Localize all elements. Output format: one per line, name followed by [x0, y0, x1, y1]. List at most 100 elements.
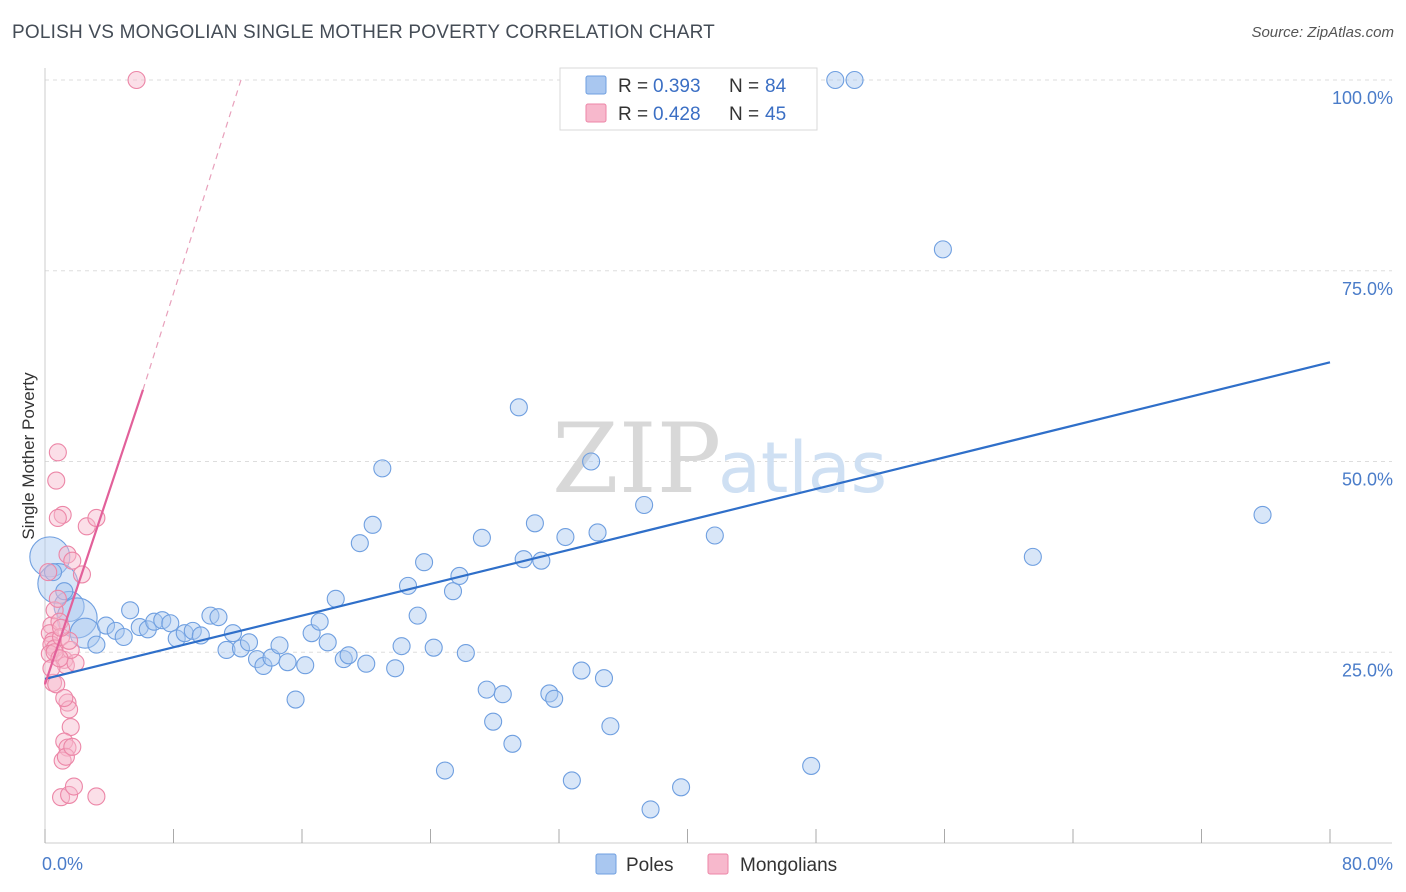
- legend-n-value: 84: [765, 76, 787, 97]
- legend-n-label: N =: [729, 104, 759, 125]
- grid-layer: [45, 79, 1392, 653]
- watermark: ZIP atlas: [552, 403, 887, 515]
- point-poles: [318, 633, 337, 652]
- point-poles: [373, 459, 392, 478]
- point-poles: [350, 534, 369, 553]
- point-poles: [509, 398, 528, 417]
- legend-label-poles: Poles: [626, 855, 674, 876]
- watermark-zip: ZIP: [552, 403, 721, 515]
- point-poles: [705, 526, 724, 545]
- trend-layer: [43, 79, 1331, 685]
- y-tick-label: 100.0%: [1332, 88, 1393, 108]
- legend-r-value: 0.428: [653, 104, 701, 125]
- point-poles: [641, 800, 660, 819]
- point-mongolians: [63, 737, 82, 756]
- point-poles: [138, 620, 157, 639]
- point-mongolians: [58, 545, 77, 564]
- point-mongolians: [127, 70, 146, 90]
- y-axis-title: Single Mother Poverty: [19, 372, 38, 540]
- legend-swatch-mongolians: [585, 103, 607, 123]
- watermark-atlas: atlas: [718, 427, 887, 509]
- point-poles: [503, 734, 522, 753]
- point-mongolians: [64, 777, 83, 796]
- point-poles: [933, 240, 952, 259]
- point-poles: [556, 527, 575, 547]
- point-poles: [456, 643, 475, 663]
- point-poles: [477, 680, 496, 699]
- legend-top: R = 0.393 N = 84 R = 0.428 N = 45: [559, 67, 818, 131]
- point-poles: [121, 601, 140, 620]
- point-poles: [357, 654, 376, 673]
- legend-label-mongolians: Mongolians: [740, 855, 837, 876]
- point-poles: [435, 761, 455, 780]
- point-poles: [278, 653, 297, 672]
- point-poles: [472, 528, 491, 547]
- point-mongolians: [87, 787, 106, 806]
- point-poles: [1023, 547, 1042, 566]
- point-poles: [286, 690, 305, 709]
- chart-source: Source: ZipAtlas.com: [1251, 24, 1394, 41]
- point-poles: [310, 612, 329, 631]
- point-mongolians: [60, 785, 79, 804]
- point-poles: [672, 778, 691, 797]
- point-mongolians: [56, 747, 75, 766]
- point-poles: [363, 515, 382, 534]
- legend-r-label: R =: [618, 76, 648, 97]
- point-mongolians: [60, 700, 79, 719]
- point-mongolians: [55, 688, 74, 708]
- point-poles: [96, 616, 116, 635]
- x-tick-label: 80.0%: [1342, 854, 1393, 874]
- axis-layer: 25.0% 50.0% 75.0% 100.0% 0.0% 80.0%: [42, 68, 1393, 874]
- point-poles: [43, 563, 63, 582]
- point-mongolians: [39, 563, 58, 582]
- point-poles: [588, 523, 607, 542]
- point-poles: [826, 70, 845, 90]
- point-poles: [802, 756, 821, 775]
- legend-bottom: Poles Mongolians: [595, 853, 837, 876]
- point-poles: [443, 582, 463, 601]
- point-mongolians: [48, 589, 67, 608]
- point-poles: [572, 661, 591, 680]
- point-poles: [545, 689, 564, 708]
- point-poles: [161, 614, 180, 633]
- y-tick-label: 75.0%: [1342, 279, 1393, 299]
- point-poles: [296, 656, 315, 675]
- point-poles: [217, 640, 236, 660]
- point-poles: [525, 514, 544, 533]
- x-tick-label: 0.0%: [42, 854, 83, 874]
- point-poles: [601, 717, 620, 736]
- point-poles: [562, 771, 581, 790]
- point-poles: [635, 495, 654, 515]
- point-mongolians: [63, 551, 82, 570]
- point-poles: [392, 637, 411, 656]
- point-poles: [408, 606, 427, 625]
- point-poles: [415, 553, 434, 572]
- point-poles: [239, 633, 259, 652]
- trendline-extension-mongolians: [142, 79, 242, 390]
- legend-swatch-mongolians: [707, 853, 729, 875]
- point-poles: [114, 627, 133, 647]
- point-mongolians: [53, 505, 72, 524]
- point-mongolians: [45, 601, 64, 620]
- point-poles: [582, 452, 601, 471]
- legend-n-label: N =: [729, 76, 759, 97]
- point-poles: [540, 684, 559, 703]
- chart-title: POLISH VS MONGOLIAN SINGLE MOTHER POVERT…: [12, 22, 715, 43]
- point-poles: [339, 646, 358, 665]
- point-poles: [1253, 505, 1272, 524]
- legend-r-label: R =: [618, 104, 648, 125]
- point-poles: [424, 638, 443, 657]
- point-mongolians: [48, 508, 67, 528]
- point-poles: [55, 582, 74, 601]
- point-poles: [493, 685, 512, 704]
- legend-r-value: 0.393: [653, 76, 701, 97]
- legend-swatch-poles: [595, 853, 617, 875]
- point-poles: [247, 650, 267, 669]
- point-poles: [87, 635, 106, 654]
- point-mongolians: [47, 471, 66, 490]
- point-poles: [386, 659, 405, 678]
- trendline-mongolians: [43, 389, 145, 685]
- point-mongolians: [48, 443, 67, 462]
